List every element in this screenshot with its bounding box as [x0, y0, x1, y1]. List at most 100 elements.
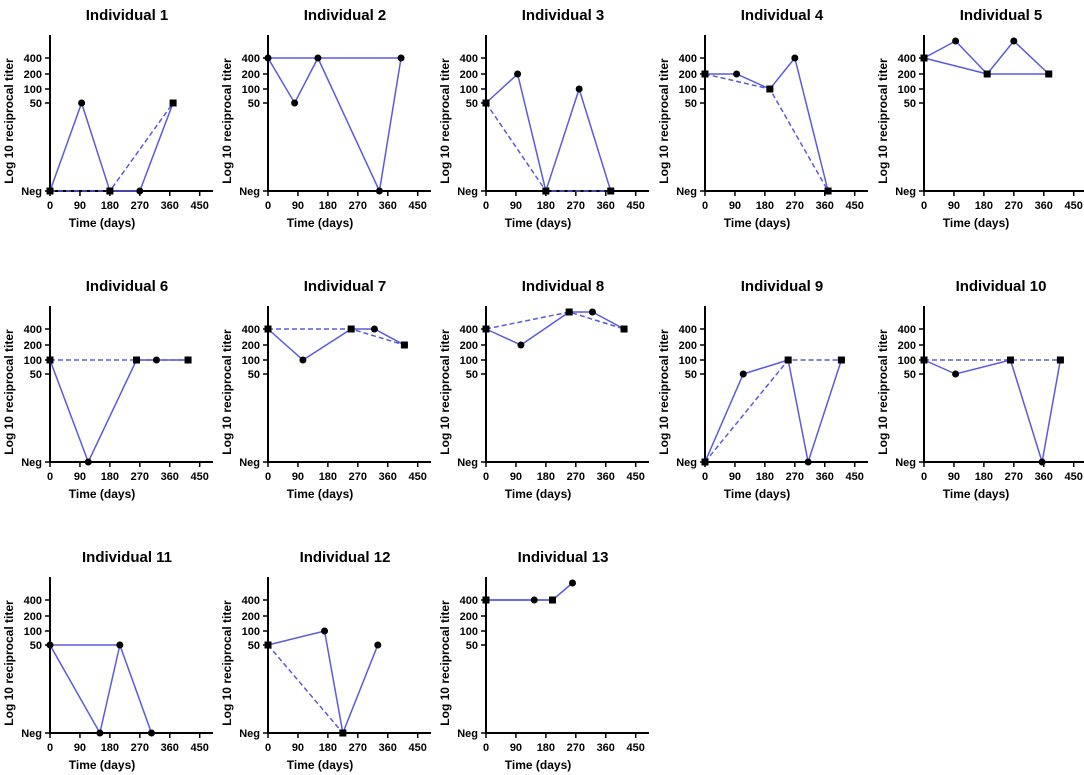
x-tick-label: 0	[483, 742, 489, 754]
y-tick-label: Neg	[239, 457, 260, 469]
data-point-circle	[116, 641, 124, 649]
x-axis-title: Time (days)	[505, 216, 571, 230]
data-point-square	[339, 729, 347, 737]
x-axis-title: Time (days)	[69, 216, 135, 230]
panel-individual-13: Individual 13 Neg 50 100 200 400 0 90 180 270 360 4…	[438, 549, 649, 772]
panel-title: Individual 4	[741, 7, 824, 24]
y-tick-label: 50	[466, 640, 478, 652]
data-point-square	[549, 596, 557, 604]
data-point-square	[169, 99, 177, 107]
x-axis-title: Time (days)	[724, 216, 790, 230]
y-tick-label: 400	[898, 324, 916, 336]
panel-individual-11: Individual 11 Neg 50 100 200 400 0 90 180 270 360 4…	[2, 549, 213, 772]
y-tick-label: 50	[685, 369, 697, 381]
series-line-solid	[923, 39, 1050, 76]
data-point-square	[1056, 356, 1064, 364]
y-axis-title: Log 10 reciprocal titer	[438, 329, 452, 455]
x-tick-label: 270	[786, 200, 804, 212]
x-tick-label: 270	[349, 471, 367, 483]
y-tick-label: 200	[898, 340, 916, 352]
y-tick-label: 400	[242, 324, 260, 336]
panel-individual-10: Individual 10 Neg 50 100 200 400 0 90 180 270 360 4…	[876, 278, 1084, 501]
data-point-circle	[588, 308, 596, 316]
y-tick-label: 200	[460, 611, 478, 623]
y-tick-label: 100	[242, 84, 260, 96]
x-tick-label: 0	[921, 471, 927, 483]
x-tick-label: 450	[409, 200, 427, 212]
data-point-circle	[46, 641, 54, 649]
x-tick-label: 450	[846, 471, 864, 483]
x-tick-label: 90	[74, 742, 86, 754]
data-point-circle	[291, 99, 299, 107]
y-tick-label: 400	[24, 595, 42, 607]
x-tick-label: 450	[409, 742, 427, 754]
data-point-circle	[530, 596, 538, 604]
data-point-circle	[517, 341, 525, 349]
x-tick-label: 270	[567, 471, 585, 483]
y-tick-label: 400	[24, 324, 42, 336]
x-tick-label: 0	[265, 200, 271, 212]
x-tick-label: 450	[191, 471, 209, 483]
y-axis-title: Log 10 reciprocal titer	[220, 329, 234, 455]
x-tick-label: 180	[756, 471, 774, 483]
y-tick-label: Neg	[676, 457, 697, 469]
panel-title: Individual 1	[86, 7, 169, 24]
y-tick-label: 100	[679, 84, 697, 96]
data-point-circle	[321, 627, 329, 635]
x-tick-label: 450	[191, 742, 209, 754]
x-tick-label: 90	[74, 200, 86, 212]
y-tick-label: 400	[460, 595, 478, 607]
x-tick-label: 180	[101, 200, 119, 212]
y-tick-label: 50	[685, 98, 697, 110]
data-point-circle	[370, 325, 378, 333]
x-tick-label: 90	[292, 200, 304, 212]
panel-title: Individual 11	[82, 549, 172, 566]
panel-individual-8: Individual 8 Neg 50 100 200 400 0 90 180 270 360 45…	[438, 278, 649, 501]
series-line-dashed	[485, 311, 625, 330]
x-axis-title: Time (days)	[287, 487, 353, 501]
x-tick-label: 90	[729, 200, 741, 212]
series-line-solid	[923, 359, 1062, 463]
y-tick-label: 400	[898, 53, 916, 65]
y-tick-label: Neg	[457, 728, 478, 740]
series-line-solid	[704, 359, 843, 465]
x-tick-label: 270	[1005, 200, 1023, 212]
y-tick-label: Neg	[21, 186, 42, 198]
y-tick-label: 200	[679, 340, 697, 352]
y-tick-label: 100	[898, 355, 916, 367]
panel-title: Individual 5	[960, 7, 1043, 24]
data-point-square	[46, 187, 54, 195]
y-axis-title: Log 10 reciprocal titer	[2, 58, 16, 184]
data-point-square	[542, 187, 550, 195]
y-tick-label: 400	[24, 53, 42, 65]
series-line-dashed	[704, 359, 842, 463]
y-axis-title: Log 10 reciprocal titer	[2, 329, 16, 455]
x-tick-label: 360	[379, 471, 397, 483]
data-point-square	[46, 356, 54, 364]
x-tick-label: 450	[409, 471, 427, 483]
data-point-circle	[314, 54, 322, 62]
y-tick-label: 200	[460, 340, 478, 352]
data-point-square	[983, 70, 991, 78]
y-tick-label: 100	[242, 355, 260, 367]
y-axis-title: Log 10 reciprocal titer	[220, 600, 234, 726]
data-point-circle	[96, 729, 104, 737]
data-point-square	[1006, 356, 1014, 364]
x-tick-label: 180	[101, 471, 119, 483]
data-point-circle	[147, 729, 155, 737]
panel-individual-3: Individual 3 Neg 50 100 200 400 0 90 180 270 360 45…	[438, 7, 649, 230]
panel-individual-1: Individual 1 Neg 50 100 200 400 0 90 180 270 360 45…	[2, 7, 213, 230]
x-tick-label: 450	[846, 200, 864, 212]
y-tick-label: 200	[24, 611, 42, 623]
x-tick-label: 360	[379, 742, 397, 754]
y-tick-label: 200	[24, 69, 42, 81]
y-tick-label: 50	[248, 369, 260, 381]
y-tick-label: 100	[242, 626, 260, 638]
y-tick-label: 400	[242, 53, 260, 65]
x-tick-label: 0	[47, 200, 53, 212]
x-axis-title: Time (days)	[69, 487, 135, 501]
x-tick-label: 360	[816, 471, 834, 483]
data-point-square	[920, 54, 928, 62]
data-point-square	[784, 356, 792, 364]
y-tick-label: 200	[679, 69, 697, 81]
